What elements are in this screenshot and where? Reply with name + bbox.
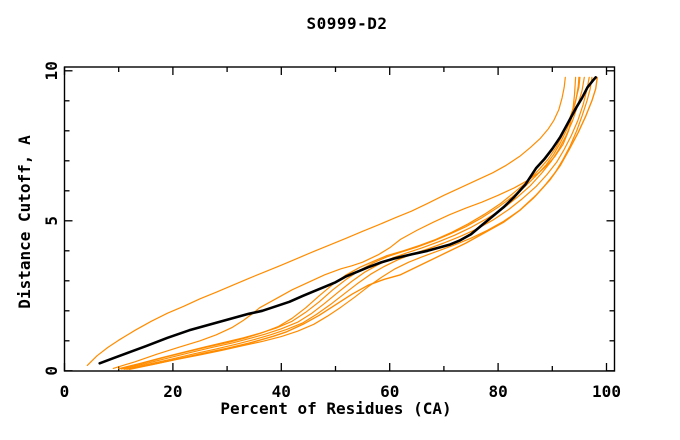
model-curve — [126, 76, 593, 370]
x-tick-label: 20 — [163, 382, 182, 401]
x-tick-label: 60 — [380, 382, 399, 401]
axis-tick-labels: 0 20 40 60 80 100 0 5 10 — [42, 61, 621, 401]
model-curve — [119, 76, 581, 370]
x-tick-label: 0 — [60, 382, 70, 401]
model-curve — [120, 76, 585, 370]
chart-title: S0999-D2 — [306, 14, 387, 33]
y-tick-label: 0 — [42, 366, 61, 376]
plot-border — [63, 66, 616, 372]
x-tick-label: 80 — [488, 382, 507, 401]
model-curve — [128, 76, 598, 370]
y-axis-label: Distance Cutoff, A — [15, 135, 34, 309]
x-axis-label: Percent of Residues (CA) — [220, 399, 451, 418]
y-tick-label: 10 — [42, 61, 61, 80]
reference-curve — [98, 76, 598, 365]
model-curve — [118, 76, 580, 370]
model-curve — [86, 76, 566, 366]
model-curve — [112, 76, 577, 369]
model-curve — [123, 76, 590, 370]
y-tick-label: 5 — [42, 216, 61, 226]
x-tick-label: 100 — [592, 382, 621, 401]
axis-ticks — [63, 67, 615, 372]
x-tick-label: 40 — [272, 382, 291, 401]
series-lines — [86, 76, 598, 370]
